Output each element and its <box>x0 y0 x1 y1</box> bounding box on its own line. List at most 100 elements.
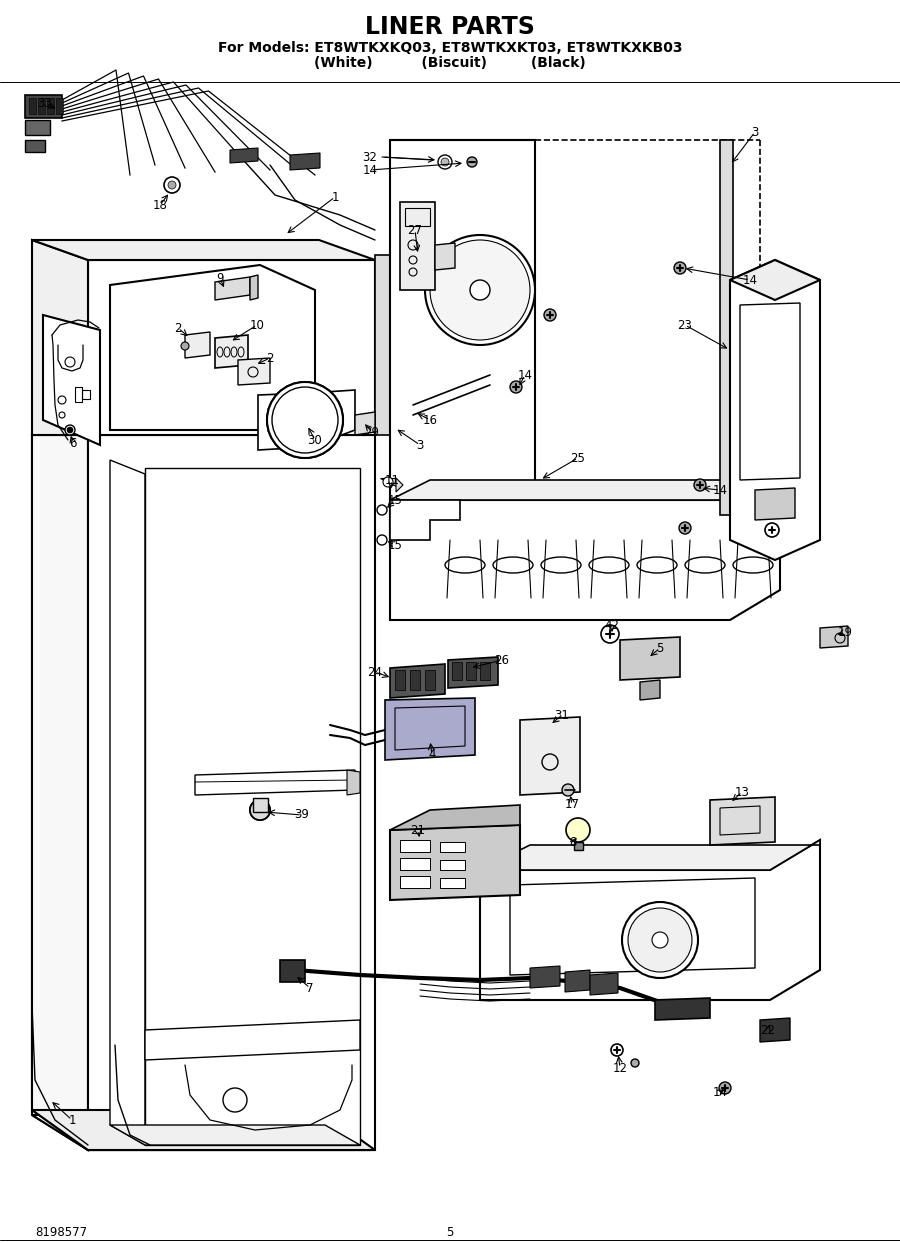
Text: 2: 2 <box>175 322 182 334</box>
Circle shape <box>765 523 779 537</box>
Text: 27: 27 <box>408 224 422 236</box>
Polygon shape <box>25 121 50 135</box>
Polygon shape <box>530 966 560 988</box>
Bar <box>405 208 430 226</box>
Circle shape <box>470 280 490 300</box>
Polygon shape <box>88 460 370 1150</box>
Polygon shape <box>448 658 498 687</box>
Text: 5: 5 <box>446 1226 454 1238</box>
Polygon shape <box>435 242 455 270</box>
Text: 14: 14 <box>742 273 758 286</box>
Polygon shape <box>110 265 315 430</box>
Polygon shape <box>32 435 88 1150</box>
Bar <box>47 98 54 114</box>
Polygon shape <box>390 500 460 539</box>
Polygon shape <box>43 314 100 445</box>
Text: 16: 16 <box>422 414 437 426</box>
Bar <box>400 876 430 888</box>
Text: 8198577: 8198577 <box>35 1226 87 1238</box>
Text: 26: 26 <box>494 654 509 666</box>
Polygon shape <box>590 973 618 994</box>
Bar <box>38 98 45 114</box>
Polygon shape <box>110 460 145 1145</box>
Polygon shape <box>145 1021 360 1060</box>
Text: 7: 7 <box>306 982 314 994</box>
Circle shape <box>562 784 574 796</box>
Bar <box>425 670 435 690</box>
Polygon shape <box>110 1125 360 1145</box>
Bar <box>574 842 583 850</box>
Bar <box>480 663 490 680</box>
Circle shape <box>383 477 393 487</box>
Text: 21: 21 <box>410 824 426 837</box>
Text: 1: 1 <box>68 1114 76 1126</box>
Text: 24: 24 <box>367 665 382 679</box>
Text: 5: 5 <box>656 641 663 655</box>
Polygon shape <box>760 1018 790 1042</box>
Bar <box>440 860 465 870</box>
Circle shape <box>652 932 668 948</box>
Text: 13: 13 <box>734 786 750 798</box>
Circle shape <box>566 818 590 842</box>
Text: 14: 14 <box>713 1085 727 1099</box>
Circle shape <box>679 522 691 534</box>
Text: 18: 18 <box>153 199 167 211</box>
Polygon shape <box>32 1110 375 1150</box>
Polygon shape <box>32 1115 370 1150</box>
Polygon shape <box>710 797 775 845</box>
Polygon shape <box>32 435 88 1150</box>
Text: 25: 25 <box>571 451 585 465</box>
Text: 6: 6 <box>69 436 76 450</box>
Circle shape <box>467 157 477 167</box>
Polygon shape <box>238 358 270 385</box>
Text: 11: 11 <box>384 474 400 486</box>
Polygon shape <box>230 148 258 163</box>
Text: 30: 30 <box>308 434 322 446</box>
Circle shape <box>430 240 530 341</box>
Polygon shape <box>280 960 305 982</box>
Circle shape <box>441 158 449 167</box>
Polygon shape <box>88 260 375 435</box>
Polygon shape <box>215 277 250 300</box>
Text: For Models: ET8WTKXKQ03, ET8WTKXKT03, ET8WTKXKB03: For Models: ET8WTKXKQ03, ET8WTKXKT03, ET… <box>218 41 682 55</box>
Polygon shape <box>390 470 780 500</box>
Bar <box>440 878 465 888</box>
Text: 15: 15 <box>388 538 402 552</box>
Polygon shape <box>185 332 210 358</box>
Circle shape <box>510 382 522 393</box>
Polygon shape <box>480 840 820 1001</box>
Text: 3: 3 <box>417 439 424 451</box>
Polygon shape <box>32 240 88 435</box>
Polygon shape <box>380 479 396 486</box>
Circle shape <box>267 382 343 457</box>
Circle shape <box>438 155 452 169</box>
Polygon shape <box>730 260 820 300</box>
Circle shape <box>694 479 706 491</box>
Bar <box>253 798 268 812</box>
Text: 31: 31 <box>554 709 570 721</box>
Circle shape <box>65 425 75 435</box>
Circle shape <box>250 800 270 820</box>
Circle shape <box>168 181 176 189</box>
Circle shape <box>544 310 556 321</box>
Polygon shape <box>355 411 375 435</box>
Circle shape <box>631 1059 639 1066</box>
Polygon shape <box>390 140 535 544</box>
Bar <box>400 840 430 851</box>
Circle shape <box>250 800 270 820</box>
Polygon shape <box>390 805 520 830</box>
Bar <box>452 663 462 680</box>
Text: 9: 9 <box>216 271 224 285</box>
Text: 12: 12 <box>613 1062 627 1074</box>
Polygon shape <box>215 336 248 368</box>
Text: 15: 15 <box>388 493 402 506</box>
Text: 17: 17 <box>564 798 580 812</box>
Circle shape <box>622 902 698 978</box>
Circle shape <box>674 262 686 273</box>
Polygon shape <box>520 717 580 796</box>
Text: 39: 39 <box>294 808 310 822</box>
Text: 19: 19 <box>838 625 852 639</box>
Circle shape <box>377 505 387 515</box>
Circle shape <box>67 428 73 433</box>
Polygon shape <box>820 626 848 648</box>
